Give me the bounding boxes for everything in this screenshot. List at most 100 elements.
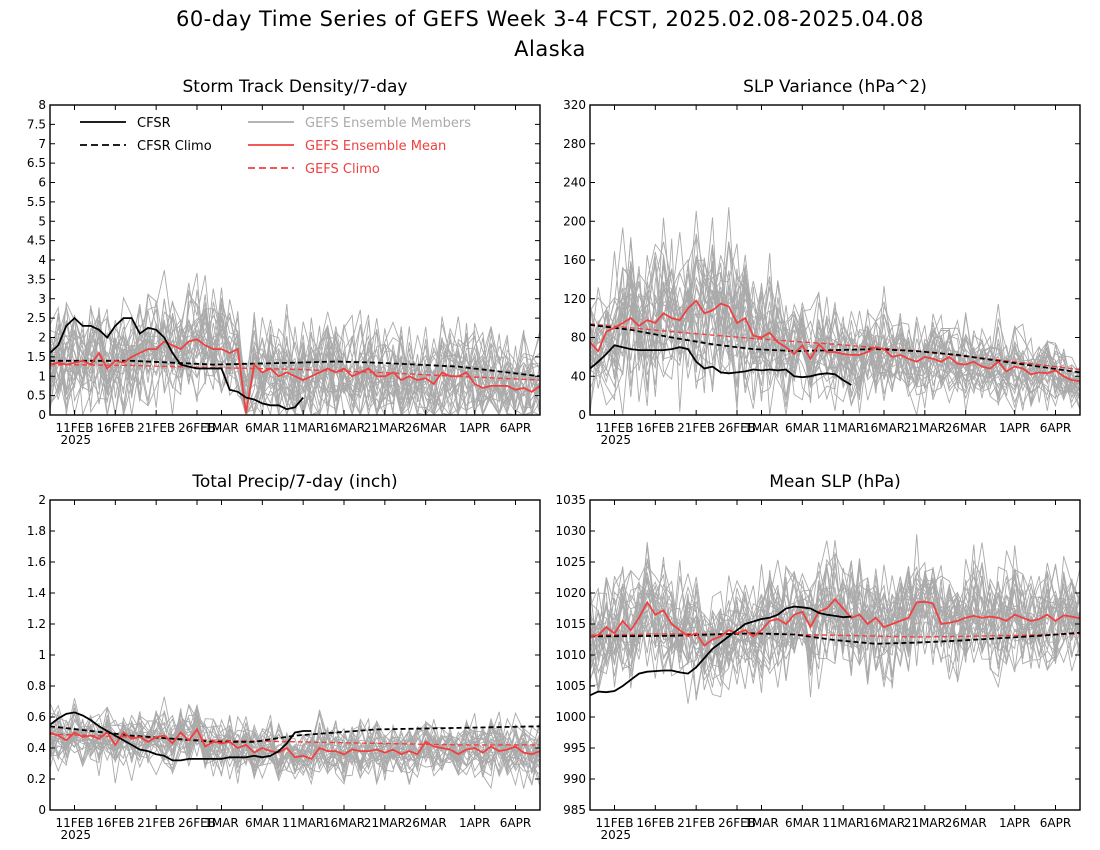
panel-total-precip-7-day-inch: Total Precip/7-day (inch)00.20.40.60.811… bbox=[27, 472, 541, 842]
y-tick-label: 1.5 bbox=[27, 350, 46, 364]
ensemble-member-line bbox=[590, 269, 1080, 415]
legend-label-gefs-climo: GEFS Climo bbox=[305, 162, 380, 177]
y-tick-label: 0.4 bbox=[27, 741, 46, 755]
series-gefs-climo bbox=[590, 633, 1080, 638]
x-tick-label: 1APR bbox=[999, 816, 1030, 830]
x-year-label: 2025 bbox=[601, 828, 632, 842]
ensemble-member-line bbox=[590, 559, 1080, 689]
y-tick-label: 240 bbox=[563, 176, 586, 190]
ensemble-members bbox=[590, 534, 1080, 704]
x-tick-label: 6MAR bbox=[245, 816, 280, 830]
ensemble-member-line bbox=[590, 542, 1080, 696]
x-tick-label: 21MAR bbox=[904, 816, 946, 830]
legend: CFSR CFSR Climo GEFS Ensemble Members GEFS … bbox=[80, 116, 471, 177]
ensemble-member-line bbox=[590, 256, 1080, 411]
x-tick-label: 11MAR bbox=[822, 421, 864, 435]
y-tick-label: 1035 bbox=[555, 493, 586, 507]
x-tick-label: 21FEB bbox=[677, 421, 715, 435]
y-tick-label: 2 bbox=[38, 331, 46, 345]
panel-title: Mean SLP (hPa) bbox=[769, 472, 901, 492]
y-tick-label: 1025 bbox=[555, 555, 586, 569]
y-tick-label: 8 bbox=[38, 98, 46, 112]
y-tick-label: 1 bbox=[38, 369, 46, 383]
y-tick-label: 3.5 bbox=[27, 272, 46, 286]
ensemble-members bbox=[50, 270, 540, 415]
ensemble-member-line bbox=[590, 257, 1080, 406]
y-tick-label: 1015 bbox=[555, 617, 586, 631]
y-tick-label: 0.2 bbox=[27, 772, 46, 786]
y-tick-label: 995 bbox=[563, 741, 586, 755]
figure-title: 60-day Time Series of GEFS Week 3-4 FCST… bbox=[176, 7, 924, 31]
panel-mean-slp-hpa: Mean SLP (hPa) 985 990 995 1000 1005 1010 1015 1… bbox=[555, 472, 1081, 842]
y-tick-label: 280 bbox=[563, 137, 586, 151]
y-tick-label: 7.5 bbox=[27, 117, 46, 131]
series-cfsr-climo bbox=[590, 631, 1080, 645]
x-tick-label: 1MAR bbox=[204, 421, 239, 435]
legend-label-members: GEFS Ensemble Members bbox=[305, 116, 471, 131]
series-cfsr-climo bbox=[50, 359, 540, 378]
x-tick-label: 11MAR bbox=[282, 421, 324, 435]
ensemble-member-line bbox=[590, 217, 1080, 415]
x-tick-label: 26FEB bbox=[718, 421, 756, 435]
x-tick-label: 21FEB bbox=[137, 816, 175, 830]
panel-slp-variance-hpa-2: SLP Variance (hPa^2) 0 40 80 120 160 200 240 280… bbox=[563, 77, 1081, 447]
series-cfsr bbox=[590, 344, 852, 386]
y-tick-label: 5 bbox=[38, 214, 46, 228]
x-tick-label: 16MAR bbox=[323, 816, 365, 830]
series-cfsr bbox=[50, 711, 312, 762]
ensemble-member-line bbox=[590, 545, 1080, 676]
ensemble-member-line bbox=[50, 710, 540, 778]
y-tick-label: 200 bbox=[563, 214, 586, 228]
ensemble-members bbox=[50, 696, 540, 790]
ensemble-member-line bbox=[50, 314, 540, 415]
y-tick-label: 1030 bbox=[555, 524, 586, 538]
x-tick-label: 6APR bbox=[500, 816, 531, 830]
x-tick-label: 6MAR bbox=[785, 421, 820, 435]
y-tick-label: 320 bbox=[563, 98, 586, 112]
x-tick-label: 26MAR bbox=[405, 816, 447, 830]
ensemble-member-line bbox=[50, 270, 540, 415]
ensemble-member-line bbox=[50, 704, 540, 787]
y-tick-label: 2 bbox=[38, 493, 46, 507]
ensemble-member-line bbox=[590, 566, 1080, 693]
ensemble-member-line bbox=[590, 257, 1080, 410]
y-tick-label: 6.5 bbox=[27, 156, 46, 170]
x-tick-label: 16FEB bbox=[96, 421, 134, 435]
panel-title: Total Precip/7-day (inch) bbox=[191, 472, 397, 492]
series-gefs-climo bbox=[590, 323, 1080, 371]
ensemble-member-line bbox=[590, 265, 1080, 401]
ensemble-member-line bbox=[590, 238, 1080, 412]
y-tick-label: 4.5 bbox=[27, 234, 46, 248]
y-tick-label: 990 bbox=[563, 772, 586, 786]
y-tick-label: 0.5 bbox=[27, 389, 46, 403]
y-tick-label: 7 bbox=[38, 137, 46, 151]
x-tick-label: 1APR bbox=[459, 421, 490, 435]
x-tick-label: 26FEB bbox=[178, 421, 216, 435]
x-tick-label: 16FEB bbox=[96, 816, 134, 830]
series-gefs-ensemble-mean bbox=[50, 727, 540, 760]
ensemble-member-line bbox=[50, 293, 540, 415]
y-tick-label: 0 bbox=[38, 408, 46, 422]
ensemble-member-line bbox=[50, 303, 540, 415]
plot-area bbox=[590, 534, 1080, 704]
ensemble-member-line bbox=[590, 244, 1080, 409]
y-tick-label: 1005 bbox=[555, 679, 586, 693]
legend-label-cfsr-climo: CFSR Climo bbox=[137, 139, 212, 154]
x-tick-label: 6MAR bbox=[245, 421, 280, 435]
y-tick-label: 1.8 bbox=[27, 524, 46, 538]
legend-label-cfsr: CFSR bbox=[137, 116, 171, 131]
y-tick-label: 2.5 bbox=[27, 311, 46, 325]
ensemble-member-line bbox=[590, 534, 1080, 687]
x-tick-label: 11FEB bbox=[56, 816, 94, 830]
x-tick-label: 11FEB bbox=[596, 421, 634, 435]
x-year-label: 2025 bbox=[61, 828, 92, 842]
x-tick-label: 16FEB bbox=[636, 816, 674, 830]
x-tick-label: 11FEB bbox=[596, 816, 634, 830]
y-tick-label: 120 bbox=[563, 292, 586, 306]
x-tick-label: 1APR bbox=[999, 421, 1030, 435]
ensemble-member-line bbox=[590, 241, 1080, 407]
ensemble-member-line bbox=[50, 297, 540, 415]
x-tick-label: 1MAR bbox=[744, 816, 779, 830]
series-gefs-climo bbox=[50, 733, 540, 746]
